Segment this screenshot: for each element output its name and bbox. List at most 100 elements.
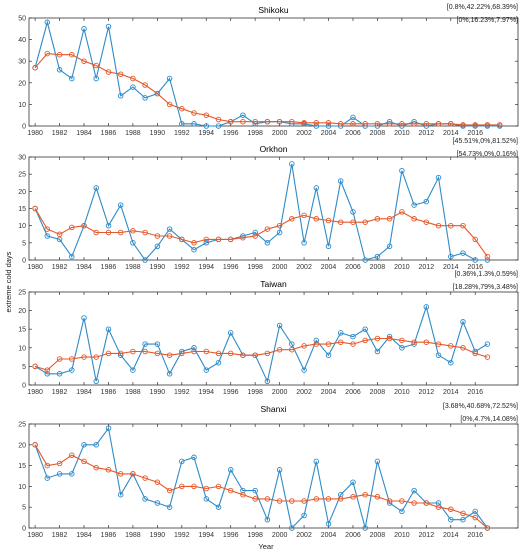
data-point [313,458,320,465]
data-point [276,346,283,353]
x-tick-label: 2002 [296,264,312,271]
data-point [142,82,148,88]
data-point [411,339,417,345]
data-point [264,240,271,246]
data-point [264,226,271,232]
data-point [386,216,393,222]
data-point [203,348,210,355]
x-tick-label: 1984 [76,389,92,396]
data-point [117,93,124,99]
data-point [105,326,112,332]
data-point [411,121,417,127]
series-1 [32,335,491,373]
data-point [374,458,381,465]
data-point [154,341,161,347]
data-point [252,233,258,239]
data-point [166,371,173,377]
x-tick-label: 1988 [125,532,141,539]
data-point [166,233,173,239]
data-point [484,525,491,531]
data-point [142,348,148,355]
data-point [191,348,197,355]
x-tick-label: 2000 [272,264,288,271]
data-point [276,229,283,236]
panels: Shikoku [0.8%,42.22%,68.39%] [0%,16.23%,7.… [18,4,519,539]
data-point [350,114,356,121]
data-point [289,525,295,531]
x-tick-label: 2002 [296,130,312,137]
x-tick-label: 2012 [419,389,435,396]
data-point [117,202,124,208]
data-point [289,118,295,125]
data-point [240,112,246,118]
data-point [325,352,332,358]
data-point [227,487,234,494]
data-point [460,319,466,325]
data-point [105,23,112,30]
data-point [460,250,466,256]
panel-shikoku: Shikoku [0.8%,42.22%,68.39%] [0%,16.23%,7.… [18,4,519,137]
data-point [154,479,161,485]
x-tick-label: 1984 [76,130,92,137]
data-point [203,367,210,373]
x-tick-label: 2002 [296,532,312,539]
data-point [154,90,161,97]
data-point [179,458,185,465]
data-point [337,178,344,184]
x-tick-label: 2016 [467,264,483,271]
data-point [399,345,405,351]
data-point [32,205,38,212]
y-tick-label: 30 [18,59,26,66]
data-point [166,504,173,510]
data-point [227,330,234,336]
data-point [325,521,332,527]
data-point [117,71,124,77]
data-point [386,243,393,250]
x-tick-label: 2014 [443,264,459,271]
data-point [252,352,258,358]
data-point [105,222,112,229]
x-tick-label: 1986 [101,532,117,539]
data-point [130,240,136,246]
data-point [179,483,185,490]
x-tick-label: 1982 [52,532,68,539]
data-point [240,233,246,239]
data-point [423,198,430,205]
y-tick-label: 25 [18,422,26,429]
x-tick-label: 2004 [321,532,337,539]
x-tick-label: 1992 [174,264,190,271]
x-tick-label: 2008 [370,389,386,396]
data-point [215,483,222,490]
series-0 [32,161,491,263]
series-1 [32,205,491,260]
data-point [32,363,38,370]
data-point [105,350,112,357]
data-point [44,371,51,377]
data-point [179,236,185,243]
data-point [264,378,271,385]
data-point [435,504,442,510]
x-tick-label: 1994 [198,532,214,539]
data-point [350,209,356,215]
data-point [191,121,197,127]
x-tick-label: 1998 [247,389,263,396]
data-point [203,236,210,243]
x-tick-label: 2010 [394,130,410,137]
data-point [276,498,283,504]
data-point [472,236,478,243]
data-point [154,500,161,506]
plot-area [28,17,519,127]
data-point [69,452,75,458]
data-point [179,105,185,112]
data-point [179,121,185,127]
data-point [411,216,417,222]
x-tick-label: 2016 [467,389,483,396]
y-tick-label: 0 [22,526,26,533]
y-tick-label: 5 [22,505,26,512]
data-point [105,229,112,236]
data-point [374,348,381,355]
data-point [423,219,430,225]
panel-title: Shikoku [258,5,289,15]
x-tick-label: 1980 [27,130,43,137]
data-point [81,458,87,465]
